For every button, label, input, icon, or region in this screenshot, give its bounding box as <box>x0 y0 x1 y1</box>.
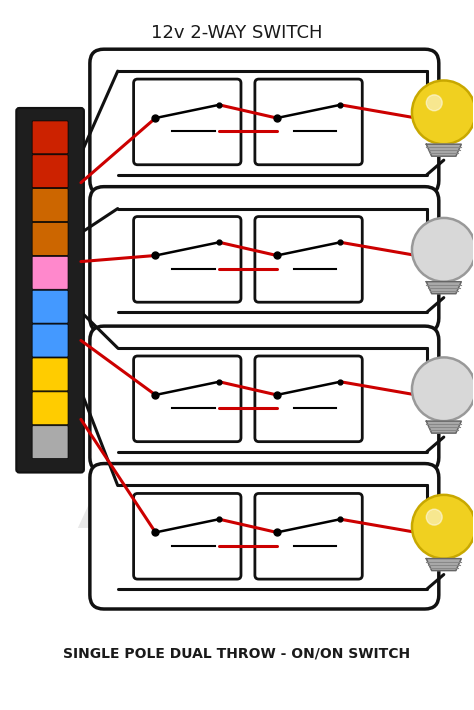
FancyBboxPatch shape <box>255 79 362 165</box>
Circle shape <box>412 357 474 421</box>
FancyBboxPatch shape <box>90 326 439 471</box>
FancyBboxPatch shape <box>32 358 68 391</box>
Text: SINGLE POLE DUAL THROW - ON/ON SWITCH: SINGLE POLE DUAL THROW - ON/ON SWITCH <box>64 647 410 661</box>
FancyBboxPatch shape <box>90 49 439 195</box>
FancyBboxPatch shape <box>16 108 84 473</box>
Circle shape <box>426 509 442 525</box>
FancyBboxPatch shape <box>32 324 68 357</box>
FancyBboxPatch shape <box>90 187 439 332</box>
Polygon shape <box>426 559 461 571</box>
Circle shape <box>412 80 474 144</box>
FancyBboxPatch shape <box>32 155 68 187</box>
FancyBboxPatch shape <box>32 392 68 425</box>
FancyBboxPatch shape <box>32 222 68 256</box>
FancyBboxPatch shape <box>32 189 68 222</box>
FancyBboxPatch shape <box>134 79 241 165</box>
Text: EXPLORIST.life: EXPLORIST.life <box>146 511 328 531</box>
FancyBboxPatch shape <box>255 217 362 302</box>
Polygon shape <box>426 282 461 294</box>
FancyBboxPatch shape <box>32 256 68 289</box>
Polygon shape <box>426 421 461 433</box>
FancyBboxPatch shape <box>32 290 68 323</box>
FancyBboxPatch shape <box>32 426 68 459</box>
FancyBboxPatch shape <box>255 356 362 442</box>
Circle shape <box>426 95 442 111</box>
Circle shape <box>412 218 474 282</box>
FancyBboxPatch shape <box>255 493 362 579</box>
Text: EXPLORIST.life: EXPLORIST.life <box>146 511 328 531</box>
FancyBboxPatch shape <box>134 493 241 579</box>
FancyBboxPatch shape <box>134 356 241 442</box>
FancyBboxPatch shape <box>134 217 241 302</box>
Polygon shape <box>426 144 461 156</box>
Circle shape <box>412 495 474 559</box>
FancyBboxPatch shape <box>90 464 439 609</box>
FancyBboxPatch shape <box>32 121 68 154</box>
Text: 12v 2-WAY SWITCH: 12v 2-WAY SWITCH <box>151 24 323 43</box>
